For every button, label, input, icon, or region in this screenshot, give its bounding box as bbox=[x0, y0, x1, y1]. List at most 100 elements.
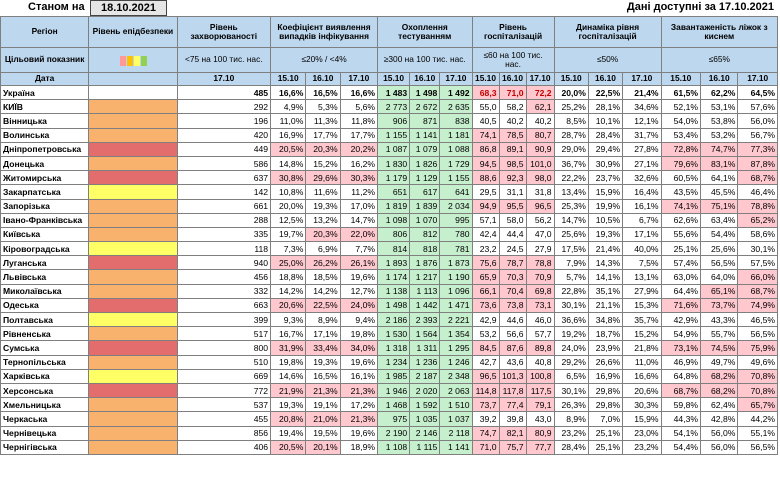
hosp-level-value: 43,6 bbox=[498, 354, 527, 370]
detection-value: 21,0% bbox=[305, 411, 341, 427]
hosp-level-value: 40,2 bbox=[498, 113, 527, 129]
hosp-dynamics-value: 30,1% bbox=[553, 382, 589, 399]
testing-value: 1 564 bbox=[409, 326, 441, 342]
testing-value: 1 498 bbox=[409, 84, 441, 101]
oxygen-value: 46,4% bbox=[737, 184, 778, 200]
hosp-dynamics-value: 19,2% bbox=[553, 326, 589, 342]
region-name: Івано-Франківська bbox=[0, 212, 90, 228]
oxygen-value: 57,6% bbox=[737, 99, 778, 115]
hosp-level-value: 98,0 bbox=[525, 170, 555, 186]
detection-value: 20,6% bbox=[270, 297, 307, 314]
epid-level-cell bbox=[88, 397, 178, 413]
hosp-dynamics-value: 27,9% bbox=[622, 283, 662, 299]
hosp-dynamics-value: 16,1% bbox=[622, 198, 662, 214]
epid-level-cell bbox=[88, 170, 178, 186]
hosp-dynamics-value: 15,9% bbox=[587, 184, 624, 200]
hosp-dynamics-value: 11,0% bbox=[622, 354, 662, 370]
hosp-dynamics-value: 23,0% bbox=[622, 425, 662, 441]
target-testing: ≥300 на 100 тис. нас. bbox=[377, 47, 473, 73]
date-d3: 17.10 bbox=[339, 72, 379, 86]
detection-value: 16,7% bbox=[270, 326, 307, 342]
hosp-level-value: 57,7 bbox=[525, 326, 555, 342]
hosp-dynamics-value: 28,7% bbox=[553, 127, 589, 143]
oxygen-value: 54,9% bbox=[660, 326, 702, 342]
testing-value: 1 442 bbox=[409, 297, 441, 314]
hosp-dynamics-value: 8,9% bbox=[553, 411, 589, 427]
hosp-level-value: 74,1 bbox=[471, 127, 500, 143]
hosp-level-value: 44,4 bbox=[498, 226, 527, 243]
hosp-dynamics-value: 16,4% bbox=[622, 184, 662, 200]
hosp-dynamics-value: 27,8% bbox=[622, 141, 662, 157]
detection-value: 16,5% bbox=[305, 368, 341, 384]
oxygen-value: 56,0% bbox=[700, 425, 739, 441]
detection-value: 17,2% bbox=[339, 397, 379, 413]
detection-value: 20,3% bbox=[305, 226, 341, 243]
testing-value: 2 034 bbox=[439, 198, 473, 214]
testing-value: 1 087 bbox=[377, 141, 411, 157]
date-d1: 15.10 bbox=[660, 72, 702, 86]
oxygen-value: 62,4% bbox=[700, 397, 739, 413]
oxygen-value: 53,1% bbox=[700, 99, 739, 115]
testing-value: 1 115 bbox=[409, 439, 441, 455]
oxygen-value: 53,4% bbox=[660, 127, 702, 143]
region-name: КИЇВ bbox=[0, 99, 90, 115]
date-d2: 16.10 bbox=[409, 72, 441, 86]
detection-value: 19,8% bbox=[270, 354, 307, 370]
hosp-dynamics-value: 15,3% bbox=[622, 297, 662, 314]
column-headers: Регіон Рівень епідбезпеки Рівень захворю… bbox=[0, 16, 779, 48]
hosp-level-value: 94,5 bbox=[471, 155, 500, 172]
detection-value: 19,5% bbox=[305, 425, 341, 441]
incidence-value: 517 bbox=[176, 326, 272, 342]
oxygen-value: 54,4% bbox=[660, 439, 702, 455]
oxygen-value: 46,9% bbox=[660, 354, 702, 370]
testing-value: 1 876 bbox=[409, 255, 441, 271]
hosp-dynamics-value: 34,6% bbox=[622, 99, 662, 115]
region-name: Луганська bbox=[0, 255, 90, 271]
detection-value: 16,1% bbox=[339, 368, 379, 384]
table-row: Харківська 669 14,6% 16,5% 16,1% 1 985 2 187 2 … bbox=[0, 368, 778, 384]
hosp-level-value: 78,8 bbox=[525, 255, 555, 271]
date-d1: 15.10 bbox=[270, 72, 307, 86]
hosp-dynamics-value: 18,7% bbox=[587, 326, 624, 342]
incidence-value: 537 bbox=[176, 397, 272, 413]
epid-level-cell bbox=[88, 184, 178, 200]
detection-value: 19,1% bbox=[305, 397, 341, 413]
hosp-dynamics-value: 7,5% bbox=[622, 255, 662, 271]
hosp-dynamics-value: 7,9% bbox=[553, 255, 589, 271]
hosp-level-value: 40,5 bbox=[471, 113, 500, 129]
detection-value: 14,7% bbox=[339, 212, 379, 228]
hosp-dynamics-value: 28,1% bbox=[587, 99, 624, 115]
hosp-dynamics-value: 22,8% bbox=[553, 283, 589, 299]
oxygen-value: 49,6% bbox=[737, 354, 778, 370]
hosp-dynamics-value: 21,4% bbox=[622, 84, 662, 101]
table-row: Луганська 940 25,0% 26,2% 26,1% 1 893 1 876 1 8… bbox=[0, 255, 778, 271]
hosp-level-value: 27,9 bbox=[525, 241, 555, 257]
testing-value: 2 190 bbox=[377, 425, 411, 441]
oxygen-value: 46,5% bbox=[737, 311, 778, 328]
detection-value: 29,6% bbox=[305, 170, 341, 186]
table-row: Чернівецька 856 19,4% 19,5% 19,6% 2 190 2 146 2… bbox=[0, 425, 778, 441]
hosp-dynamics-value: 28,4% bbox=[553, 439, 589, 455]
oxygen-value: 56,0% bbox=[700, 439, 739, 455]
detection-value: 17,7% bbox=[339, 127, 379, 143]
table-row: Закарпатська 142 10,8% 11,6% 11,2% 651 617 641 2… bbox=[0, 184, 778, 200]
table-row: Полтавська 399 9,3% 8,9% 9,4% 2 186 2 393 2 221… bbox=[0, 311, 778, 328]
incidence-value: 288 bbox=[176, 212, 272, 228]
hosp-dynamics-value: 35,1% bbox=[587, 283, 624, 299]
epid-level-cell bbox=[88, 226, 178, 243]
testing-value: 1 873 bbox=[439, 255, 473, 271]
oxygen-value: 56,0% bbox=[737, 113, 778, 129]
testing-value: 651 bbox=[377, 184, 411, 200]
detection-value: 16,2% bbox=[339, 155, 379, 172]
detection-value: 5,3% bbox=[305, 99, 341, 115]
oxygen-value: 55,6% bbox=[660, 226, 702, 243]
hosp-level-value: 42,4 bbox=[471, 226, 500, 243]
detection-value: 21,9% bbox=[270, 382, 307, 399]
testing-value: 1 070 bbox=[409, 212, 441, 228]
testing-value: 1 468 bbox=[377, 397, 411, 413]
oxygen-value: 49,7% bbox=[700, 354, 739, 370]
oxygen-value: 53,8% bbox=[700, 113, 739, 129]
incidence-value: 661 bbox=[176, 198, 272, 214]
oxygen-value: 74,1% bbox=[660, 198, 702, 214]
detection-value: 11,2% bbox=[339, 184, 379, 200]
